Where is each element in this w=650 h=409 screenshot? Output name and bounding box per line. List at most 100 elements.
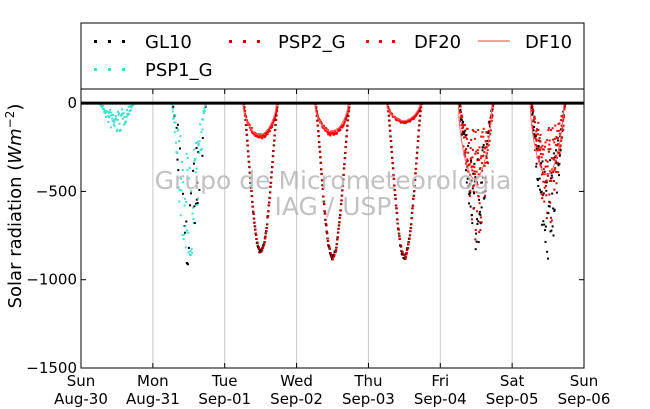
series-psp1-g-point [109,108,112,111]
series-psp2-g-point [537,157,540,160]
series-df20-point [347,109,350,112]
series-psp2-g-point [389,135,392,138]
series-gl10-point [548,205,551,208]
series-gl10-point [198,188,201,191]
series-df20-point [489,129,492,132]
series-psp1-g-point [107,121,110,123]
series-gl10-point [175,126,178,129]
series-psp2-g-point [545,194,548,197]
series-psp2-g-point [253,221,256,224]
series-psp2-g-point [418,129,421,132]
series-psp1-g-point [109,114,112,117]
series-gl10-point [551,192,554,195]
series-gl10-point [549,177,552,180]
series-df20-point [482,135,485,138]
series-gl10-point [465,169,467,172]
series-gl10-point [193,205,196,208]
series-df20-point [531,124,534,127]
series-df20-point [537,121,540,124]
series-df20-point [549,129,552,131]
series-df20-point [322,126,325,129]
series-psp2-g-point [265,232,268,235]
series-gl10-point [488,131,491,134]
series-psp2-g-point [564,105,566,108]
series-df20-point [536,148,539,151]
series-psp2-g-point [541,148,544,151]
series-psp1-g-point [103,109,106,112]
series-psp2-g-point [541,197,544,200]
series-gl10-point [172,105,175,108]
series-psp1-g-point [181,234,184,237]
series-psp1-g-point [203,107,206,110]
series-df20-point [549,148,552,151]
series-df20-point [548,143,551,146]
series-psp1-g-point [187,251,190,254]
series-psp2-g-point [405,253,408,256]
series-psp2-g-point [464,149,467,152]
series-psp1-g-point [195,142,198,144]
series-psp1-g-point [109,126,112,129]
series-psp2-g-point [468,195,471,197]
series-gl10-point [531,113,534,116]
x-tick-label-weekday: Sun [67,372,96,390]
legend: GL10 PSP2_G DF20 DF10 PSP1_G [94,32,572,81]
series-gl10-point [536,147,538,150]
series-psp1-g-point [177,186,180,189]
series-gl10-point [531,106,533,109]
series-gl10-point [184,231,187,234]
series-df20-point [540,156,543,159]
series-psp2-g-point [322,195,325,198]
series-psp2-g-point [252,212,255,215]
series-psp2-g-point [346,124,349,127]
series-df20-point [555,144,557,147]
series-psp1-g-point [113,120,116,123]
series-df20-point [560,119,563,122]
series-psp2-g-point [551,176,554,179]
series-gl10-point [196,202,199,204]
series-gl10-point [473,180,476,183]
series-df20-point [481,162,483,165]
series-psp1-g-point [123,115,126,118]
legend-label-psp2-g: PSP2_G [278,32,346,53]
series-psp2-g-point [325,222,328,225]
series-df20-point [482,127,485,130]
series-df20-point [318,119,321,122]
series-df20-point [268,130,271,133]
series-df20-point [459,110,462,113]
series-gl10-point [558,154,561,157]
series-psp2-g-point [472,165,475,168]
series-gl10-point [557,164,560,167]
series-psp2-g-point [339,214,342,216]
series-psp2-g-point [327,240,330,242]
series-df20-point [471,169,474,172]
series-psp2-g-point [243,106,246,109]
series-gl10-point [478,198,481,201]
series-psp2-g-point [326,237,329,240]
series-psp2-g-point [318,135,320,138]
series-psp2-g-point [476,183,479,186]
series-df20-point [268,128,270,131]
series-gl10-point [185,220,188,223]
series-df20-point [243,107,246,110]
series-psp2-g-point [265,230,268,233]
series-psp2-g-point [276,106,279,109]
series-psp2-g-point [322,187,325,190]
series-psp1-g-point [171,110,174,113]
series-psp1-g-point [121,117,124,120]
series-psp2-g-point [484,146,487,149]
series-gl10-point [193,222,196,224]
series-psp2-g-point [492,105,495,107]
series-df20-point [558,129,560,132]
series-df20-point [258,136,261,139]
series-df20-point [547,174,549,177]
series-psp2-g-point [391,150,394,153]
series-df20-point [535,138,538,141]
series-df20-point [243,109,246,112]
series-df20-point [490,119,493,122]
series-psp2-g-point [558,148,560,151]
series-df20-point [560,136,563,139]
series-psp2-g-point [260,250,263,253]
series-gl10-point [461,132,464,135]
series-gl10-point [469,191,472,194]
series-psp2-g-point [488,139,491,142]
